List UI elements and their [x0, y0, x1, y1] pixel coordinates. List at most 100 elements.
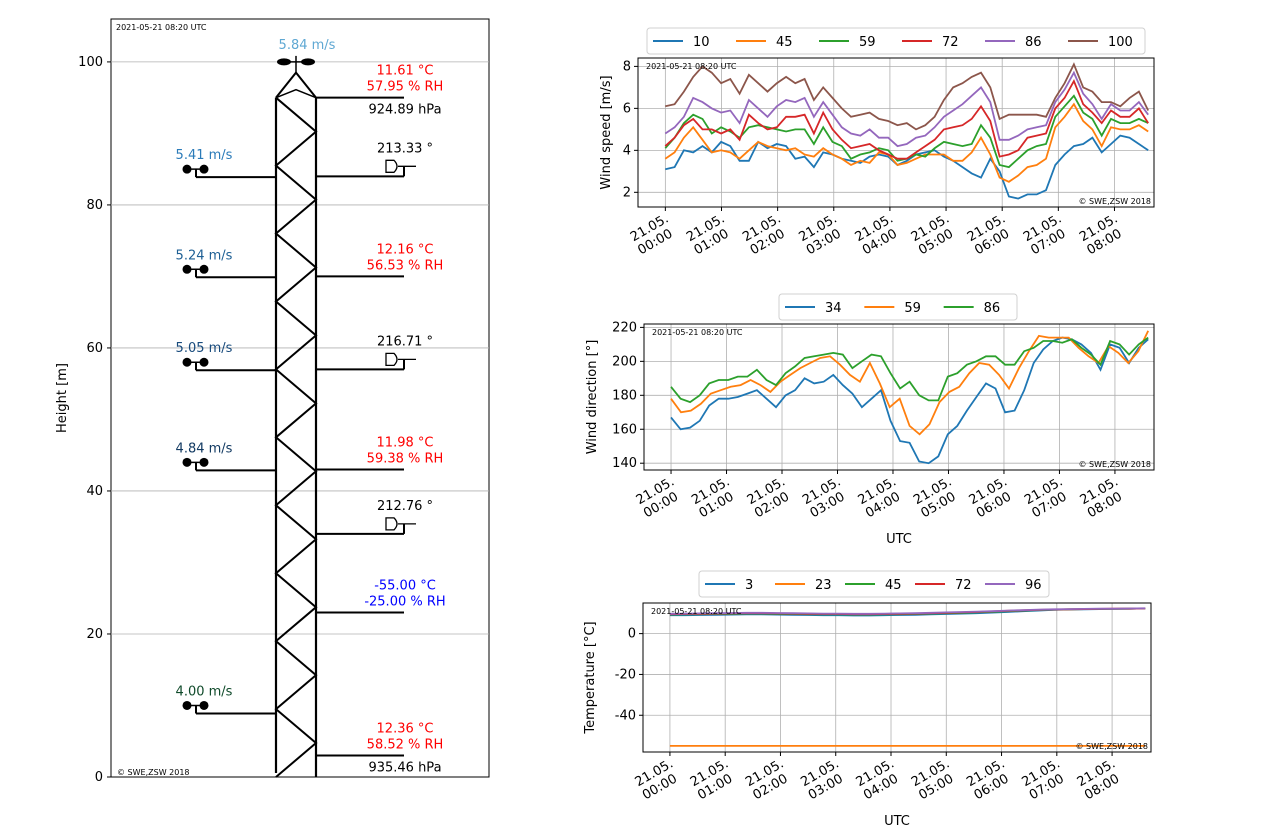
anemometer-cup [199, 700, 209, 710]
y-tick-label: 200 [612, 354, 637, 369]
wind-direction-label: 212.76 ° [377, 499, 433, 514]
x-axis-label: UTC [886, 532, 912, 547]
y-tick-label: 160 [612, 422, 637, 437]
x-tick-label: 21.05.03:00 [798, 756, 849, 803]
x-tick-label: 21.05.05:00 [909, 211, 960, 258]
x-tick-label: 21.05.07:00 [1021, 211, 1072, 258]
x-axis-label: UTC [884, 814, 910, 829]
x-tick-label: 21.05.00:00 [634, 474, 685, 521]
top-anemometer-cup [277, 58, 291, 66]
tower-y-tick-label: 20 [86, 627, 103, 642]
tower-y-tick-label: 100 [78, 55, 103, 70]
y-tick-label: 2 [623, 185, 631, 200]
panel-timestamp: 2021-05-21 08:20 UTC [646, 62, 737, 71]
axes-background [643, 603, 1151, 752]
tower-y-tick-label: 80 [86, 198, 103, 213]
anemometer-cup [182, 457, 192, 467]
legend-label: 100 [1108, 35, 1133, 50]
mast-structure [274, 55, 318, 778]
y-axis-label: Wind speed [m/s] [599, 75, 614, 189]
anemometer-cup [199, 457, 209, 467]
anemometer-cup [199, 357, 209, 367]
series-line-10 [665, 134, 1149, 200]
wind-vane-icon [385, 352, 398, 367]
x-tick-label: 21.05.08:00 [1075, 756, 1126, 803]
humidity-label: 59.38 % RH [367, 452, 444, 467]
temperature-label: 12.16 °C [377, 242, 434, 257]
x-tick-label: 21.05.08:00 [1077, 211, 1128, 258]
humidity-label: 57.95 % RH [367, 80, 444, 95]
x-tick-label: 21.05.06:00 [964, 756, 1015, 803]
anemometer-cup [199, 164, 209, 174]
wind-speed-label: 4.00 m/s [176, 684, 233, 699]
legend-label: 45 [885, 578, 902, 593]
x-tick-label: 21.05.01:00 [688, 756, 739, 803]
mast-lattice [274, 96, 318, 778]
legend-label: 45 [776, 35, 793, 50]
x-tick-label: 21.05.08:00 [1078, 474, 1129, 521]
wind-speed-label: 5.24 m/s [176, 248, 233, 263]
series-line-86 [664, 70, 1149, 148]
mast-top-cap-inner [275, 88, 317, 99]
wind-vane-icon [385, 159, 398, 173]
legend-label: 86 [984, 301, 1001, 316]
anemometer-cup [182, 357, 192, 367]
y-tick-label: 4 [623, 143, 631, 158]
axes-frame [643, 323, 1155, 471]
series-line-59 [670, 330, 1150, 436]
tower-axes-frame [110, 18, 490, 778]
wind-speed-panel: 2 4 6 8 21.05.00:00 21.05.01:00 21.05.02:00 21.… [599, 27, 1155, 258]
panel-copyright: © SWE,ZSW 2018 [1076, 742, 1149, 751]
series-line-72 [664, 79, 1149, 160]
legend-label: 86 [1025, 35, 1042, 50]
wind-speed-label: 4.84 m/s [176, 441, 233, 456]
x-tick-label: 21.05.04:00 [854, 756, 905, 803]
legend-label: 59 [904, 301, 921, 316]
temperature-panel: 0 -20 -40 21.05.00:00 21.05.01:00 21.05.02:00… [583, 570, 1152, 829]
axes-frame [637, 57, 1155, 208]
anemometer-cup [199, 264, 209, 274]
series-line-100 [665, 62, 1150, 131]
y-tick-label: 180 [612, 388, 637, 403]
humidity-label: 56.53 % RH [367, 258, 444, 273]
y-axis-label: Wind direction [°] [585, 340, 600, 455]
tower-copyright: © SWE,ZSW 2018 [117, 768, 190, 777]
x-tick-label: 21.05.06:00 [967, 474, 1018, 521]
top-anemometer-cup [301, 58, 315, 66]
x-tick-label: 21.05.07:00 [1022, 474, 1073, 521]
y-tick-label: 220 [612, 320, 637, 335]
anemometer-cup [182, 264, 192, 274]
anemometer-cup [182, 164, 192, 174]
axes-background [644, 324, 1154, 470]
legend-label: 3 [745, 578, 753, 593]
legend-label: 34 [825, 301, 842, 316]
series-line-86 [670, 336, 1149, 404]
temperature-label: 11.98 °C [377, 436, 434, 451]
legend-label: 72 [955, 578, 972, 593]
tower-sensors: 5.84 m/s 5.41 m/s 5.24 m/s 5.05 m/s 4.84 m/s… [176, 38, 446, 776]
pressure-label: 924.89 hPa [368, 103, 441, 118]
y-tick-label: 6 [623, 101, 631, 116]
x-tick-label: 21.05.00:00 [633, 756, 684, 803]
tower-y-tick-label: 0 [95, 770, 103, 785]
y-tick-label: -40 [615, 708, 636, 723]
tower-y-tick-label: 60 [86, 341, 103, 356]
x-tick-label: 21.05.00:00 [628, 211, 679, 258]
temperature-label: -55.00 °C [374, 579, 436, 594]
y-tick-label: -20 [615, 667, 636, 682]
x-tick-label: 21.05.07:00 [1019, 756, 1070, 803]
legend-label: 72 [942, 35, 959, 50]
y-axis-label: Temperature [°C] [583, 621, 598, 734]
x-tick-label: 21.05.02:00 [743, 756, 794, 803]
tower-panel: 0 20 40 60 80 100 Height [m] 2021-05-21 08:20… [55, 18, 490, 785]
x-tick-label: 21.05.01:00 [684, 211, 735, 258]
y-tick-label: 8 [623, 59, 631, 74]
x-tick-label: 21.05.05:00 [911, 474, 962, 521]
tower-y-axis-label: Height [m] [55, 363, 70, 433]
x-tick-label: 21.05.03:00 [800, 474, 851, 521]
panel-timestamp: 2021-05-21 08:20 UTC [652, 328, 743, 337]
x-tick-label: 21.05.02:00 [740, 211, 791, 258]
x-tick-label: 21.05.04:00 [852, 211, 903, 258]
